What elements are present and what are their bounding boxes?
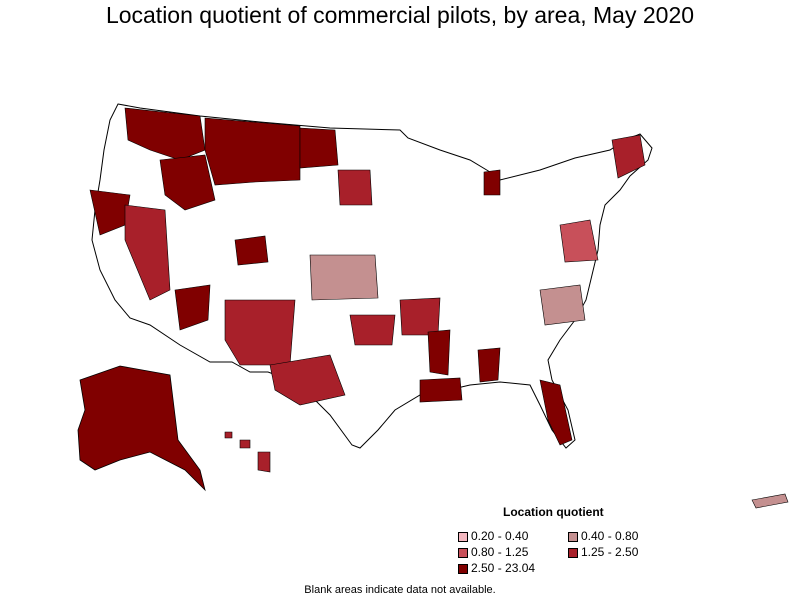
region-oklahoma (349, 314, 396, 346)
region-gulf-coast (419, 377, 463, 403)
region-mid-atlantic (559, 219, 599, 263)
legend-swatch (458, 564, 468, 574)
region-carolinas (539, 284, 586, 326)
legend-label: 0.80 - 1.25 (471, 545, 529, 559)
puerto-rico (751, 493, 789, 509)
legend-swatch (568, 532, 578, 542)
region-montana (204, 117, 301, 186)
legend-item-3: 1.25 - 2.50 (568, 546, 638, 559)
legend-item-1: 0.40 - 0.80 (568, 530, 638, 543)
region-new-mexico (224, 299, 296, 366)
footnote: Blank areas indicate data not available. (304, 584, 496, 596)
region-north-dakota (299, 127, 339, 169)
region-florida (539, 379, 573, 446)
region-nevada (124, 204, 171, 301)
region-arizona (174, 284, 211, 331)
region-maine (611, 134, 646, 179)
region-mississippi (427, 329, 451, 376)
legend-title: Location quotient (503, 505, 604, 519)
legend-item-2: 0.80 - 1.25 (458, 546, 528, 559)
region-west-texas (269, 354, 346, 406)
legend-item-0: 0.20 - 0.40 (458, 530, 528, 543)
alaska (77, 365, 206, 492)
hawaii (224, 431, 271, 473)
region-kansas (309, 254, 379, 301)
legend-label: 1.25 - 2.50 (581, 545, 639, 559)
legend-swatch (458, 548, 468, 558)
region-colorado (234, 235, 269, 266)
map-title: Location quotient of commercial pilots, … (105, 2, 695, 28)
region-minnesota (337, 169, 373, 206)
region-idaho (159, 154, 216, 211)
legend-swatch (568, 548, 578, 558)
region-alabama (477, 347, 501, 383)
legend-label: 0.20 - 0.40 (471, 529, 529, 543)
map-regions (89, 107, 646, 446)
legend-label: 2.50 - 23.04 (471, 561, 536, 575)
legend-item-4: 2.50 - 23.04 (458, 562, 535, 575)
legend-label: 0.40 - 0.80 (581, 529, 639, 543)
region-michigan (483, 169, 501, 196)
region-arkansas (399, 297, 441, 336)
legend-swatch (458, 532, 468, 542)
